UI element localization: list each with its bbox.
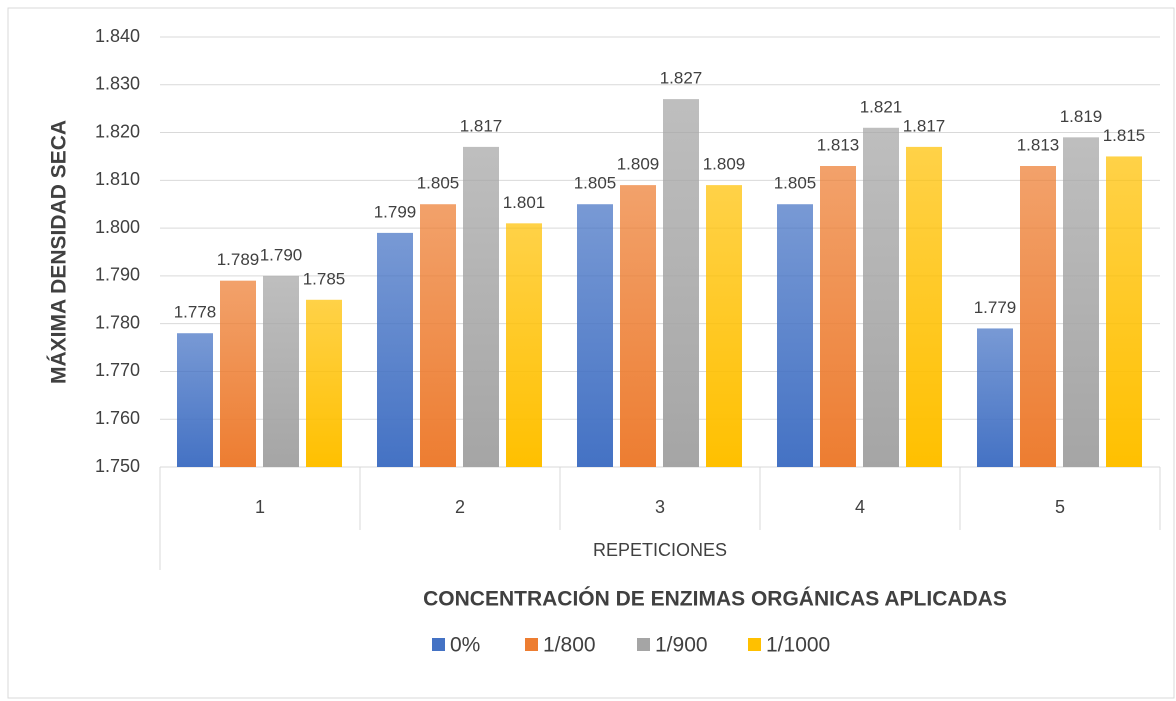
- x-tick-label: 1: [255, 497, 265, 517]
- bar: [663, 99, 699, 467]
- legend-swatch: [748, 638, 761, 651]
- data-label: 1.805: [574, 174, 617, 193]
- data-label: 1.805: [774, 174, 817, 193]
- bar: [306, 299, 342, 467]
- x-tick-label: 4: [855, 497, 865, 517]
- y-tick-label: 1.830: [95, 74, 140, 94]
- y-tick-label: 1.800: [95, 217, 140, 237]
- y-tick-label: 1.750: [95, 456, 140, 476]
- data-label: 1.809: [617, 155, 660, 174]
- data-label: 1.813: [1017, 135, 1060, 154]
- data-label: 1.805: [417, 174, 460, 193]
- data-label: 1.813: [817, 135, 860, 154]
- bar: [777, 204, 813, 467]
- bar: [220, 280, 256, 467]
- bar: [1063, 137, 1099, 468]
- legend-swatch: [637, 638, 650, 651]
- y-tick-label: 1.820: [95, 121, 140, 141]
- legend-title: CONCENTRACIÓN DE ENZIMAS ORGÁNICAS APLIC…: [423, 587, 1007, 611]
- bar: [1020, 166, 1056, 467]
- bar: [420, 204, 456, 467]
- x-tick-label: 2: [455, 497, 465, 517]
- y-tick-label: 1.810: [95, 169, 140, 189]
- bar: [820, 166, 856, 467]
- data-label: 1.801: [503, 193, 546, 212]
- bar: [1106, 156, 1142, 467]
- data-label: 1.799: [374, 202, 417, 221]
- x-axis-title: REPETICIONES: [593, 540, 727, 560]
- bar: [577, 204, 613, 467]
- y-tick-label: 1.760: [95, 408, 140, 428]
- bar: [506, 223, 542, 467]
- legend-label: 0%: [450, 634, 480, 657]
- bar: [263, 275, 299, 467]
- data-label: 1.817: [903, 116, 946, 135]
- data-label: 1.785: [303, 269, 346, 288]
- bar: [706, 185, 742, 467]
- bar: [977, 328, 1013, 467]
- bar: [463, 146, 499, 467]
- legend-swatch: [525, 638, 538, 651]
- y-tick-label: 1.770: [95, 360, 140, 380]
- x-tick-label: 5: [1055, 497, 1065, 517]
- data-label: 1.821: [860, 97, 903, 116]
- y-tick-label: 1.840: [95, 26, 140, 46]
- bar: [377, 232, 413, 467]
- y-tick-label: 1.780: [95, 312, 140, 332]
- legend-label: 1/1000: [766, 634, 830, 657]
- y-tick-label: 1.790: [95, 265, 140, 285]
- legend-label: 1/900: [655, 634, 708, 657]
- data-label: 1.827: [660, 69, 703, 88]
- data-label: 1.815: [1103, 126, 1146, 145]
- data-label: 1.819: [1060, 107, 1103, 126]
- data-label: 1.817: [460, 116, 503, 135]
- legend-label: 1/800: [543, 634, 596, 657]
- data-label: 1.778: [174, 303, 217, 322]
- bar: [906, 146, 942, 467]
- data-label: 1.809: [703, 155, 746, 174]
- data-label: 1.779: [974, 298, 1017, 317]
- bar: [177, 333, 213, 467]
- bar: [620, 185, 656, 467]
- bar: [863, 127, 899, 468]
- y-axis-title: MÁXIMA DENSIDAD SECA: [48, 120, 71, 384]
- x-tick-label: 3: [655, 497, 665, 517]
- data-label: 1.789: [217, 250, 260, 269]
- legend-swatch: [432, 638, 445, 651]
- data-label: 1.790: [260, 245, 303, 264]
